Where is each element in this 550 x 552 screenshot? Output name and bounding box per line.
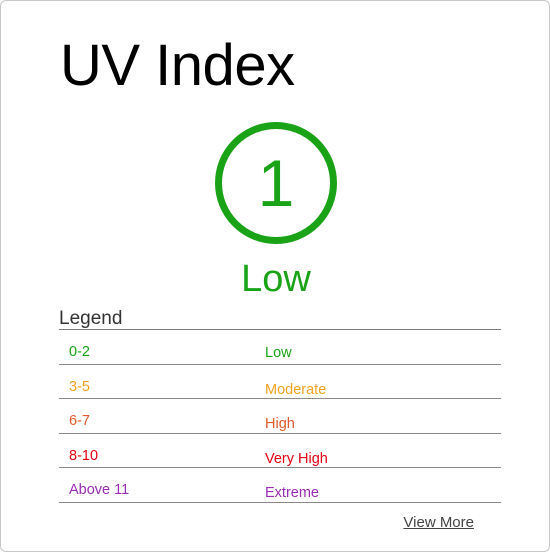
legend-row: 8-10 Very High	[59, 434, 501, 469]
legend-row: Above 11 Extreme	[59, 468, 501, 503]
legend-label: Low	[265, 345, 292, 361]
uv-value: 1	[257, 146, 295, 220]
legend-label: Extreme	[265, 485, 319, 502]
legend-table: 0-2 Low 3-5 Moderate 6-7 High 8-10 Very …	[59, 329, 501, 503]
legend-row: 0-2 Low	[59, 330, 501, 365]
legend-label: Very High	[265, 450, 328, 467]
card-title: UV Index	[60, 33, 295, 98]
legend-row: 6-7 High	[59, 399, 501, 434]
legend-label: Moderate	[265, 381, 327, 398]
legend-title: Legend	[59, 308, 123, 329]
legend-range: Above 11	[69, 482, 130, 499]
legend-range: 6-7	[69, 413, 90, 430]
legend-label: High	[265, 416, 295, 433]
legend-range: 0-2	[69, 344, 90, 360]
view-more-link[interactable]: View More	[403, 514, 474, 531]
legend-range: 8-10	[69, 447, 99, 464]
uv-value-ring: 1	[215, 122, 337, 244]
uv-level-label: Low	[241, 258, 311, 300]
legend-range: 3-5	[69, 378, 90, 395]
legend-row: 3-5 Moderate	[59, 365, 501, 400]
